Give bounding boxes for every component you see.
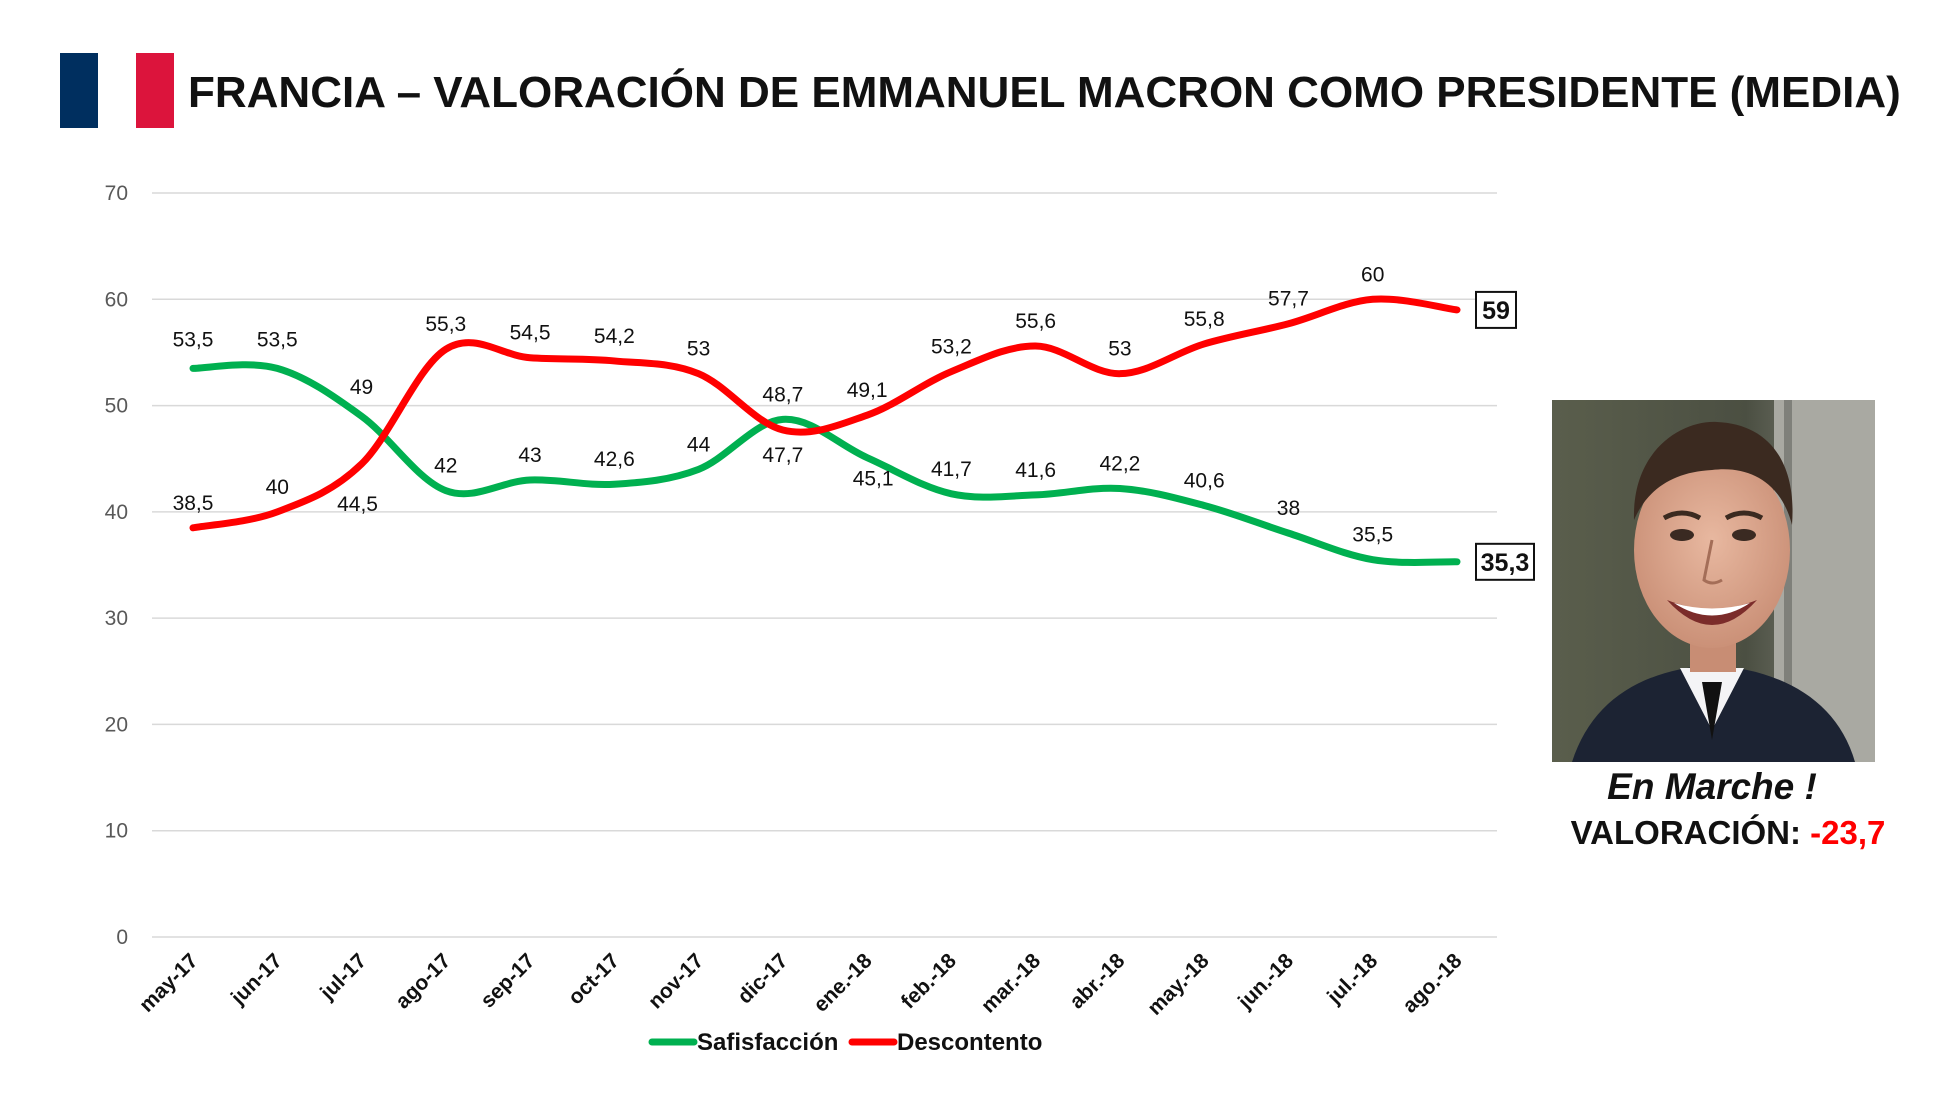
data-label: 57,7 [1268, 288, 1309, 311]
data-label: 53 [1108, 338, 1131, 361]
data-label: 48,7 [762, 383, 803, 406]
y-tick-label: 70 [105, 182, 128, 205]
x-tick-label: ago-17 [391, 949, 455, 1013]
data-label: 35,5 [1352, 524, 1393, 547]
data-label: 40 [266, 476, 289, 499]
data-label: 43 [518, 444, 541, 467]
data-label: 44,5 [337, 493, 378, 516]
chart-legend: Safisfacción Descontento [648, 1029, 1042, 1056]
data-label: 45,1 [853, 468, 894, 491]
y-tick-label: 40 [105, 501, 128, 524]
chart-series-lines [189, 295, 1461, 566]
final-value-box: 59 [1475, 290, 1517, 329]
y-tick-label: 60 [105, 288, 128, 311]
data-label: 53,5 [257, 328, 298, 351]
rating-value: -23,7 [1810, 814, 1886, 851]
x-tick-label: feb.-18 [897, 949, 961, 1013]
x-axis-ticks: may-17 jun-17 jul-17 ago-17 sep-17 oct-17 nov-… [135, 949, 1467, 1020]
x-tick-label: ene.-18 [809, 949, 877, 1017]
x-tick-label: sep-17 [476, 949, 539, 1012]
flag-red-stripe [136, 53, 174, 128]
data-label: 38 [1277, 497, 1300, 520]
data-label: 41,7 [931, 458, 972, 481]
data-label: 47,7 [762, 444, 803, 467]
data-label: 53,2 [931, 336, 972, 359]
y-tick-label: 10 [105, 820, 128, 843]
data-label: 49,1 [847, 379, 888, 402]
data-label: 44 [687, 433, 711, 456]
y-tick-label: 30 [105, 607, 128, 630]
france-flag-icon [60, 53, 174, 128]
data-label: 35,3 [1481, 549, 1530, 577]
data-label: 42,2 [1099, 452, 1140, 475]
series-line-safisfacción [189, 361, 1461, 566]
final-value-box: 35,3 [1475, 542, 1535, 581]
data-label: 55,6 [1015, 310, 1056, 333]
legend-label: Descontento [897, 1029, 1042, 1056]
y-tick-label: 20 [105, 713, 128, 736]
data-label: 59 [1482, 297, 1510, 325]
series-line-descontento [189, 295, 1461, 532]
data-label: 40,6 [1184, 469, 1225, 492]
data-label: 49 [350, 376, 373, 399]
x-tick-label: abr.-18 [1065, 949, 1129, 1013]
x-tick-label: nov-17 [644, 949, 708, 1013]
flag-blue-stripe [60, 53, 98, 128]
data-label: 41,6 [1015, 459, 1056, 482]
x-tick-label: may-17 [135, 949, 202, 1016]
data-label: 42 [434, 455, 457, 478]
y-tick-label: 50 [105, 395, 128, 418]
final-value-frame [1475, 290, 1517, 329]
portrait-photo [1552, 400, 1875, 762]
chart-data-labels: 53,5 53,5 49 42 43 42,6 44 48,7 45,1 41,7 41,6 42,2… [173, 263, 1535, 581]
x-tick-label: jul-17 [315, 949, 371, 1005]
data-label: 53,5 [173, 328, 214, 351]
x-tick-label: may.-18 [1143, 949, 1214, 1020]
y-axis-ticks: 0 10 20 30 40 50 60 70 [105, 182, 128, 949]
final-value-frame [1475, 542, 1535, 581]
legend-label: Safisfacción [697, 1029, 838, 1056]
data-label: 55,8 [1184, 308, 1225, 331]
x-tick-label: jul.-18 [1322, 949, 1382, 1009]
rating-summary: VALORACIÓN: -23,7 [1568, 814, 1888, 852]
chart-gridlines [152, 192, 1497, 938]
x-tick-label: jun.-18 [1233, 949, 1298, 1014]
data-label: 53 [687, 338, 710, 361]
party-motto: En Marche ! [1607, 766, 1817, 807]
data-label: 38,5 [173, 492, 214, 515]
data-label: 60 [1361, 263, 1384, 286]
line-chart: 0 10 20 30 40 50 60 70 may-17 jun-17 jul-17 ago-17… [105, 182, 1535, 1056]
x-tick-label: dic-17 [733, 949, 792, 1008]
y-tick-label: 0 [116, 926, 128, 949]
x-tick-label: oct-17 [564, 949, 624, 1009]
x-tick-label: ago.-18 [1398, 949, 1466, 1017]
data-label: 42,6 [594, 448, 635, 471]
data-label: 55,3 [425, 313, 466, 336]
data-label: 54,2 [594, 325, 635, 348]
rating-label: VALORACIÓN: [1570, 814, 1801, 851]
flag-white-stripe [98, 53, 136, 128]
x-tick-label: mar.-18 [977, 949, 1045, 1017]
page-title: FRANCIA – VALORACIÓN DE EMMANUEL MACRON … [188, 68, 1901, 117]
x-tick-label: jun-17 [226, 949, 287, 1010]
data-label: 54,5 [510, 322, 551, 345]
